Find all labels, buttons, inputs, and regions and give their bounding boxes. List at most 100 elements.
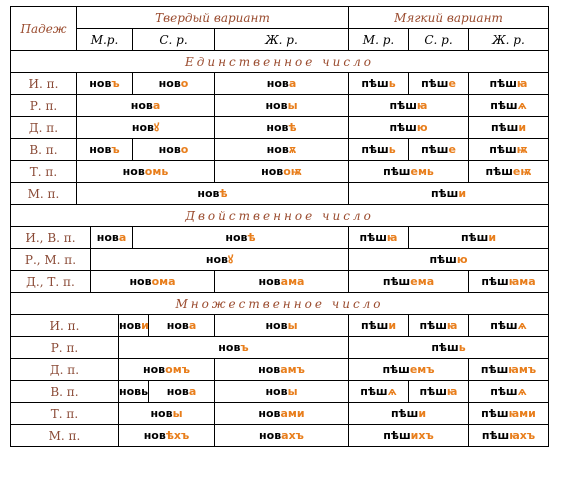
word-cell: пѣши: [408, 226, 549, 249]
case-label: Д. п.: [10, 358, 119, 381]
table-row: Р. п. новъ пѣшь: [10, 336, 549, 359]
hard-neuter-header: С. р.: [132, 28, 215, 51]
table-row: Р. п. нова новы пѣшꙗ пѣшѧ: [10, 94, 549, 117]
case-label: В. п.: [10, 380, 119, 403]
word-cell: новꙋ: [90, 248, 349, 271]
word-cell: пѣшѧ: [468, 314, 549, 337]
word-cell: новѣ: [214, 116, 349, 139]
word-cell: ново: [132, 138, 215, 161]
case-label: Т. п.: [10, 160, 77, 183]
section-row-plural: Множественное число: [10, 292, 549, 315]
soft-masculine-header: М. р.: [348, 28, 409, 51]
section-row-singular: Единственное число: [10, 50, 549, 73]
word-cell: пѣшю: [348, 116, 469, 139]
word-cell: новомь: [76, 160, 215, 183]
section-title-singular: Единственное число: [10, 50, 549, 73]
case-label: В. п.: [10, 138, 77, 161]
word-cell: пѣшꙗхъ: [468, 424, 549, 447]
word-cell: пѣши: [348, 314, 409, 337]
word-cell: пѣшꙗма: [468, 270, 549, 293]
word-cell: новы: [118, 380, 149, 403]
table-row: Д., Т. п. новома новама пѣшема пѣшꙗма: [10, 270, 549, 293]
table-row: Д. п. новꙋ новѣ пѣшю пѣши: [10, 116, 549, 139]
word-cell: пѣши: [468, 116, 549, 139]
word-cell: нови: [118, 314, 149, 337]
word-cell: ново: [132, 72, 215, 95]
word-cell: пѣшѧ: [348, 380, 409, 403]
word-cell: пѣшѧ: [468, 380, 549, 403]
word-cell: новома: [90, 270, 215, 293]
table-row: Т. п. новомь новоѭ пѣшемь пѣшеѭ: [10, 160, 549, 183]
word-cell: пѣшихъ: [348, 424, 469, 447]
table-row: В. п. новы нова новы пѣшѧ пѣшꙗ пѣшѧ: [10, 380, 549, 403]
word-cell: новы: [118, 402, 215, 425]
word-cell: нова: [148, 380, 215, 403]
soft-variant-header: Мягкий вариант: [348, 6, 549, 29]
word-cell: новы: [214, 94, 349, 117]
table-row: И., В. п. нова новѣ пѣшꙗ пѣши: [10, 226, 549, 249]
case-label: Р., М. п.: [10, 248, 91, 271]
word-cell: пѣшю: [348, 248, 549, 271]
declension-table: Падеж Твердый вариант Мягкий вариант М.р…: [10, 6, 549, 447]
table-row: И. п. нови нова новы пѣши пѣшꙗ пѣшѧ: [10, 314, 549, 337]
header-row-top: Падеж Твердый вариант Мягкий вариант: [10, 6, 549, 51]
section-row-dual: Двойственное число: [10, 204, 549, 227]
word-cell: новъ: [76, 138, 133, 161]
word-cell: пѣшꙗми: [468, 402, 549, 425]
hard-feminine-header: Ж. р.: [214, 28, 349, 51]
word-cell: пѣшемь: [348, 160, 469, 183]
word-cell: новꙋ: [76, 116, 215, 139]
case-column-header: Падеж: [10, 6, 77, 51]
word-cell: новомъ: [118, 358, 215, 381]
word-cell: нова: [148, 314, 215, 337]
table-row: Т. п. новы новами пѣши пѣшꙗми: [10, 402, 549, 425]
table-row: Д. п. новомъ новамъ пѣшемъ пѣшꙗмъ: [10, 358, 549, 381]
section-title-dual: Двойственное число: [10, 204, 549, 227]
case-label: Р. п.: [10, 336, 119, 359]
word-cell: нова: [76, 94, 215, 117]
word-cell: пѣшꙗмъ: [468, 358, 549, 381]
word-cell: пѣшь: [348, 138, 409, 161]
word-cell: пѣшꙗ: [348, 226, 409, 249]
word-cell: пѣшь: [348, 336, 549, 359]
case-label: И., В. п.: [10, 226, 91, 249]
word-cell: новы: [214, 380, 349, 403]
word-cell: пѣшꙗ: [468, 72, 549, 95]
word-cell: новахъ: [214, 424, 349, 447]
word-cell: новъ: [76, 72, 133, 95]
hard-masculine-header: М.р.: [76, 28, 133, 51]
word-cell: новъ: [118, 336, 349, 359]
word-cell: новамъ: [214, 358, 349, 381]
section-title-plural: Множественное число: [10, 292, 549, 315]
soft-neuter-header: С. р.: [408, 28, 469, 51]
word-cell: пѣшь: [348, 72, 409, 95]
word-cell: новѣ: [132, 226, 349, 249]
word-cell: новы: [214, 314, 349, 337]
word-cell: новоѭ: [214, 160, 349, 183]
case-label: М. п.: [10, 424, 119, 447]
word-cell: пѣши: [348, 182, 549, 205]
header-row-genders: М.р. С. р. Ж. р. М. р. С. р. Ж. р.: [11, 28, 549, 51]
table-row: М. п. новѣхъ новахъ пѣшихъ пѣшꙗхъ: [10, 424, 549, 447]
case-label: Т. п.: [10, 402, 119, 425]
word-cell: пѣше: [408, 72, 469, 95]
word-cell: нова: [214, 72, 349, 95]
soft-feminine-header: Ж. р.: [468, 28, 549, 51]
word-cell: пѣшемъ: [348, 358, 469, 381]
word-cell: пѣшема: [348, 270, 469, 293]
case-label: Д., Т. п.: [10, 270, 91, 293]
table-row: И. п. новъ ново нова пѣшь пѣше пѣшꙗ: [10, 72, 549, 95]
word-cell: новѣ: [76, 182, 349, 205]
word-cell: пѣше: [408, 138, 469, 161]
word-cell: новами: [214, 402, 349, 425]
word-cell: новама: [214, 270, 349, 293]
word-cell: пѣшꙗ: [348, 94, 469, 117]
word-cell: пѣшѭ: [468, 138, 549, 161]
case-label: М. п.: [10, 182, 77, 205]
word-cell: пѣши: [348, 402, 469, 425]
case-label: И. п.: [10, 72, 77, 95]
word-cell: пѣшꙗ: [408, 314, 469, 337]
word-cell: нова: [90, 226, 133, 249]
case-label: Р. п.: [10, 94, 77, 117]
table-row: М. п. новѣ пѣши: [10, 182, 549, 205]
